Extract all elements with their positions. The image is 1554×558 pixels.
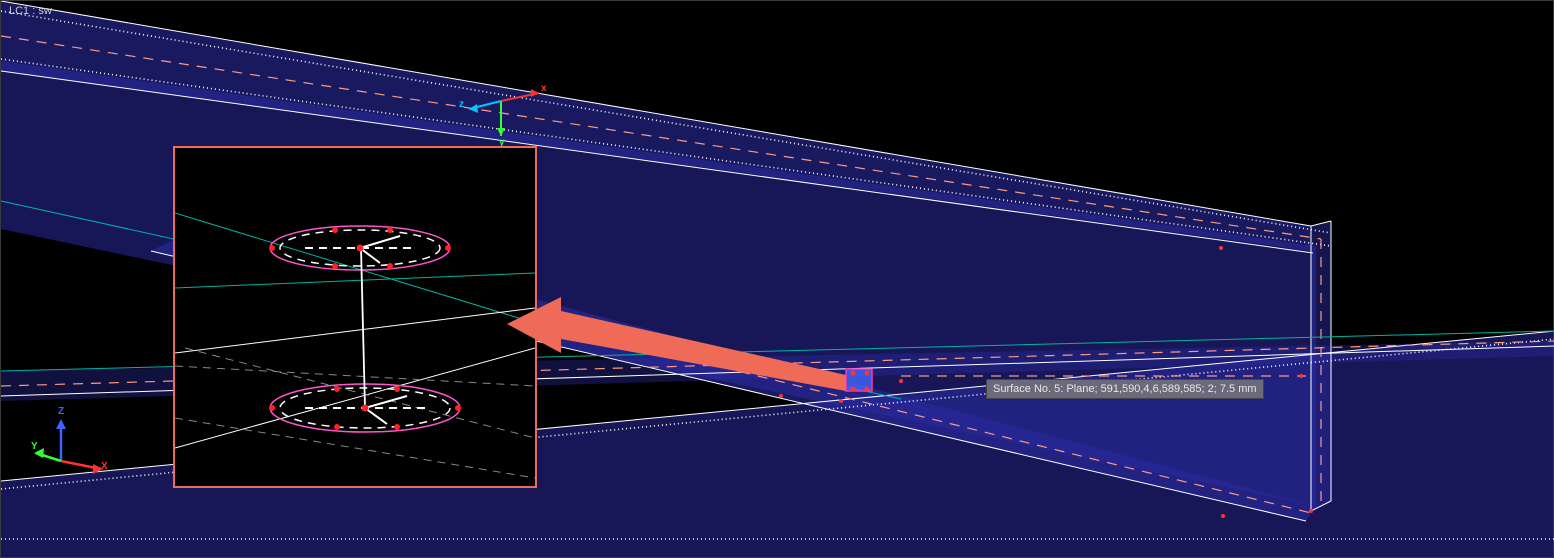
global-axis-label-z: Z (58, 406, 64, 417)
viewport-3d[interactable]: LC1 : sw (0, 0, 1554, 558)
inset-svg (175, 148, 535, 486)
axis-label-z: z (459, 99, 464, 110)
axis-label-x: x (541, 83, 547, 94)
highlighted-element[interactable] (846, 369, 872, 392)
global-axis-gizmo (34, 419, 103, 474)
element-tooltip: Surface No. 5: Plane; 591,590,4,6,589,58… (986, 379, 1264, 399)
global-axis-label-y: Y (31, 441, 38, 452)
viewport-title: LC1 : sw (9, 5, 52, 17)
global-axis-label-x: X (101, 461, 108, 472)
inset-detail-box (173, 146, 537, 488)
